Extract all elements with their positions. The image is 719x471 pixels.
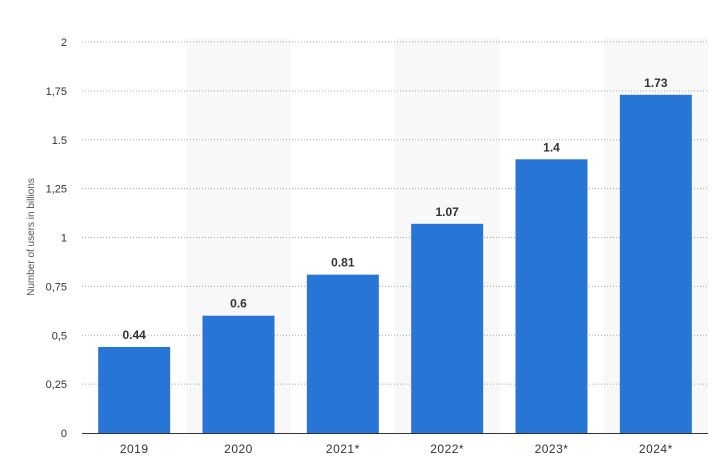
y-tick-label: 1.5 [52, 135, 67, 147]
data-label: 0.81 [331, 256, 355, 270]
bar-2019 [98, 346, 171, 433]
y-tick-label: 0,75 [46, 281, 67, 293]
x-tick-label: 2024* [639, 442, 673, 456]
y-axis-title: Number of users in billions [26, 178, 37, 296]
y-tick-label: 0,25 [46, 379, 67, 391]
bar-2023 [515, 159, 588, 434]
bars [98, 94, 692, 434]
data-label: 1.07 [435, 205, 459, 219]
x-axis-labels: 2019 2020 2021* 2022* 2023* 2024* [120, 442, 673, 456]
x-tick-label: 2022* [430, 442, 464, 456]
x-tick-label: 2023* [535, 442, 569, 456]
y-tick-label: 1,75 [46, 86, 67, 98]
bar-2024 [619, 94, 692, 433]
bar-2020 [202, 315, 275, 433]
y-axis-ticks: 0 0,25 0,5 0,75 1 1,25 1.5 1,75 2 [46, 37, 67, 440]
data-label: 0.6 [230, 297, 247, 311]
data-label: 1.4 [543, 140, 560, 154]
x-tick-label: 2019 [120, 442, 149, 456]
y-tick-label: 0,5 [52, 330, 67, 342]
bar-2021 [306, 274, 379, 433]
data-label: 0.44 [122, 328, 146, 342]
y-tick-label: 0 [61, 428, 67, 440]
data-label: 1.73 [644, 76, 668, 90]
y-tick-label: 2 [61, 37, 67, 49]
gridlines [82, 41, 708, 385]
bar-2022 [411, 223, 484, 433]
x-tick-label: 2020 [224, 442, 253, 456]
data-labels: 0.44 0.6 0.81 1.07 1.4 1.73 [122, 76, 667, 342]
y-tick-label: 1,25 [46, 184, 67, 196]
y-tick-label: 1 [61, 233, 67, 245]
x-tick-label: 2021* [326, 442, 360, 456]
